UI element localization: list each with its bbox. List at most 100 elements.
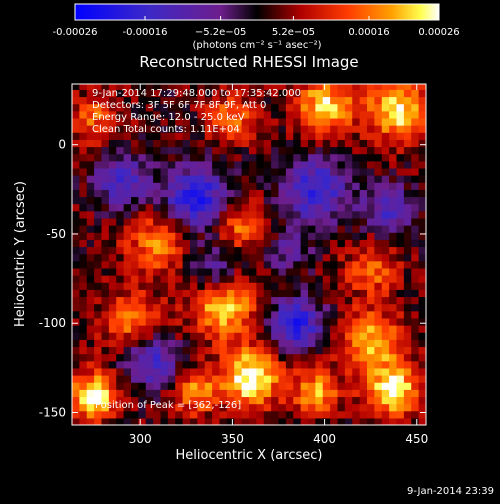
heatmap-cell xyxy=(123,339,132,348)
heatmap-cell xyxy=(219,182,228,190)
heatmap-cell xyxy=(234,375,243,383)
heatmap-cell xyxy=(234,339,243,348)
heatmap-cell xyxy=(374,325,383,333)
heatmap-cell xyxy=(234,167,243,176)
heatmap-cell xyxy=(418,232,426,240)
heatmap-cell xyxy=(367,117,375,126)
heatmap-cell xyxy=(330,346,339,355)
heatmap-cell xyxy=(116,382,125,390)
heatmap-cell xyxy=(352,146,361,155)
heatmap-cell xyxy=(396,125,405,133)
heatmap-cell xyxy=(108,360,117,369)
heatmap-cell xyxy=(145,389,154,398)
heatmap-cell xyxy=(352,360,361,369)
heatmap-cell xyxy=(182,217,191,226)
heatmap-cell xyxy=(94,110,103,119)
heatmap-cell xyxy=(108,410,117,419)
heatmap-cell xyxy=(116,346,125,355)
heatmap-cell xyxy=(300,132,309,140)
heatmap-cell xyxy=(293,260,302,269)
heatmap-cell xyxy=(167,189,176,198)
heatmap-cell xyxy=(263,96,272,105)
heatmap-cell xyxy=(197,167,206,176)
heatmap-cell xyxy=(234,296,243,305)
heatmap-cell xyxy=(374,110,383,119)
heatmap-cell xyxy=(403,239,412,248)
heatmap-cell xyxy=(190,375,198,383)
heatmap-cell xyxy=(131,375,139,383)
heatmap-cell xyxy=(337,125,346,133)
heatmap-cell xyxy=(249,296,257,305)
heatmap-cell xyxy=(300,125,309,133)
heatmap-cell xyxy=(219,203,228,212)
heatmap-cell xyxy=(352,117,361,126)
heatmap-cell xyxy=(219,167,228,176)
heatmap-cell xyxy=(249,410,257,419)
heatmap-cell xyxy=(271,332,280,340)
heatmap-cell xyxy=(138,89,147,98)
heatmap-cell xyxy=(389,289,398,298)
heatmap-cell xyxy=(396,239,405,248)
heatmap-cell xyxy=(418,203,426,212)
heatmap-cell xyxy=(101,289,110,298)
heatmap-cell xyxy=(249,210,257,219)
heatmap-cell xyxy=(263,303,272,312)
heatmap-cell xyxy=(359,303,368,312)
heatmap-cell xyxy=(197,210,206,219)
heatmap-cell xyxy=(337,96,346,105)
heatmap-cell xyxy=(359,189,368,198)
heatmap-cell xyxy=(131,289,139,298)
heatmap-cell xyxy=(344,332,353,340)
heatmap-cell xyxy=(101,389,110,398)
heatmap-cell xyxy=(322,232,331,240)
heatmap-cell xyxy=(72,346,80,355)
heatmap-cell xyxy=(226,310,235,319)
heatmap-cell xyxy=(381,396,390,405)
heatmap-cell xyxy=(197,317,206,326)
heatmap-cell xyxy=(359,84,368,90)
heatmap-cell xyxy=(101,232,110,240)
heatmap-cell xyxy=(278,403,287,412)
heatmap-cell xyxy=(352,132,361,140)
heatmap-cell xyxy=(101,117,110,126)
heatmap-cell xyxy=(108,396,117,405)
heatmap-cell xyxy=(285,103,294,112)
heatmap-cell xyxy=(131,353,139,362)
heatmap-cell xyxy=(86,153,95,162)
heatmap-cell xyxy=(204,189,213,198)
heatmap-cell xyxy=(153,389,162,398)
heatmap-cell xyxy=(322,353,331,362)
heatmap-cell xyxy=(352,296,361,305)
heatmap-cell xyxy=(278,210,287,219)
heatmap-cell xyxy=(352,417,361,425)
heatmap-cell xyxy=(167,289,176,298)
heatmap-cell xyxy=(330,389,339,398)
heatmap-cell xyxy=(101,375,110,383)
heatmap-cell xyxy=(145,296,154,305)
heatmap-cell xyxy=(352,225,361,233)
heatmap-cell xyxy=(123,403,132,412)
heatmap-cell xyxy=(374,246,383,255)
heatmap-cell xyxy=(256,153,265,162)
heatmap-cell xyxy=(175,317,184,326)
heatmap-cell xyxy=(337,382,346,390)
heatmap-cell xyxy=(249,139,257,148)
heatmap-cell xyxy=(256,303,265,312)
heatmap-cell xyxy=(293,132,302,140)
heatmap-cell xyxy=(352,139,361,148)
heatmap-cell xyxy=(300,267,309,276)
heatmap-cell xyxy=(389,275,398,283)
heatmap-cell xyxy=(352,203,361,212)
heatmap-cell xyxy=(293,89,302,98)
heatmap-cell xyxy=(190,382,198,390)
heatmap-cell xyxy=(131,296,139,305)
heatmap-cell xyxy=(160,125,169,133)
heatmap-cell xyxy=(131,189,139,198)
heatmap-cell xyxy=(278,217,287,226)
heatmap-cell xyxy=(175,367,184,376)
heatmap-cell xyxy=(234,225,243,233)
heatmap-cell xyxy=(123,296,132,305)
heatmap-cell xyxy=(300,110,309,119)
heatmap-cell xyxy=(315,346,324,355)
heatmap-cell xyxy=(116,167,125,176)
